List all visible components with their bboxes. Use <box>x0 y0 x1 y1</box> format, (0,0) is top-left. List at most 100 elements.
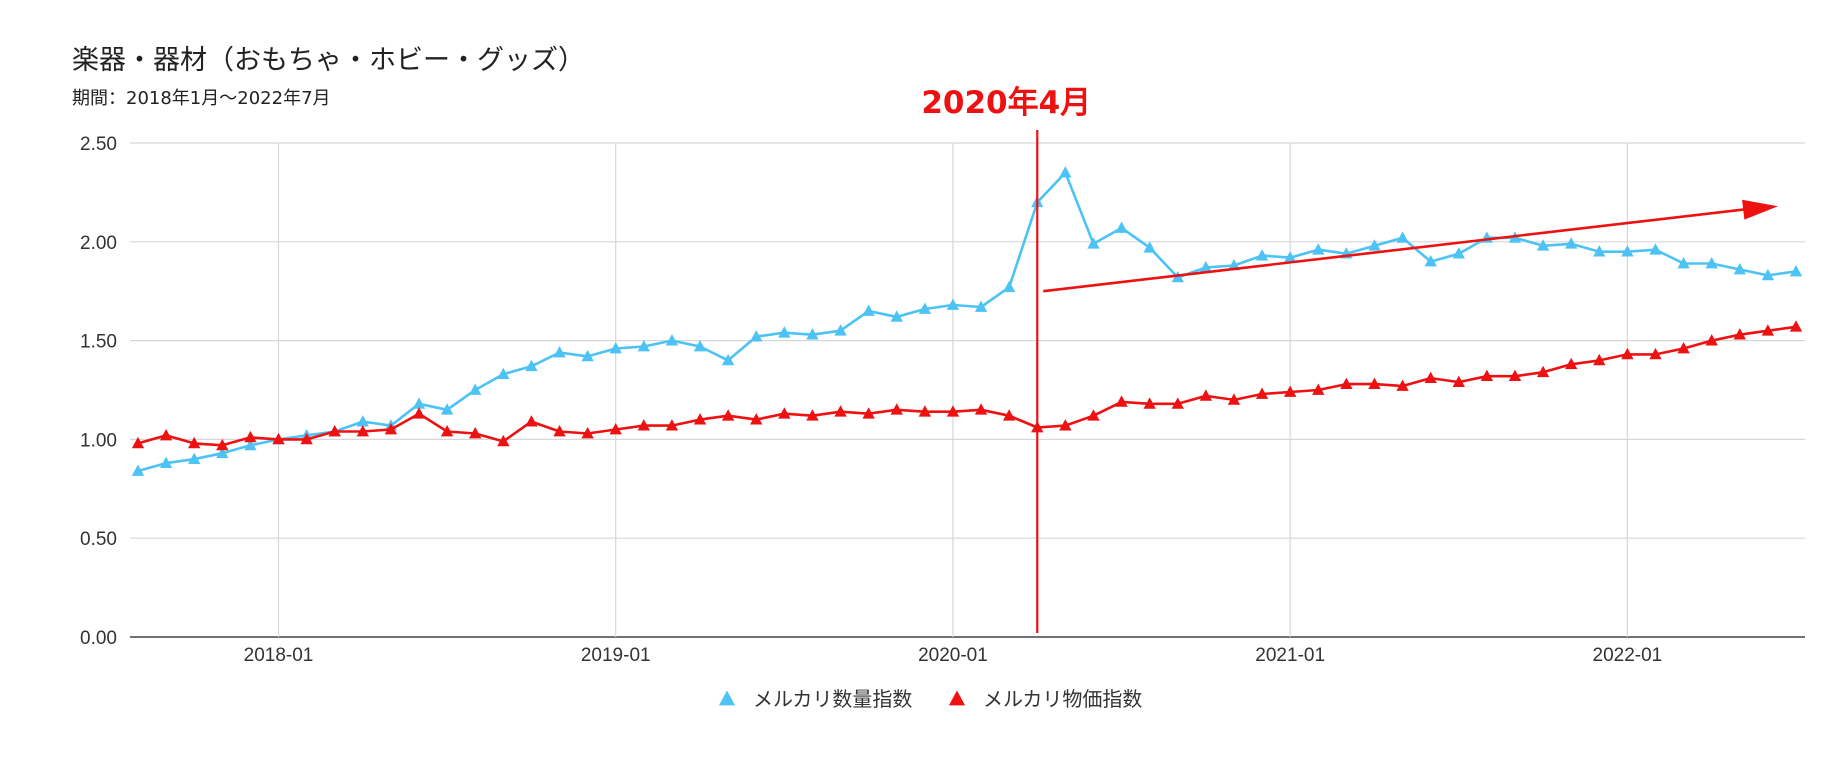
data-point <box>1536 365 1550 378</box>
data-point <box>665 419 679 431</box>
data-point <box>1480 369 1494 382</box>
legend-label: メルカリ物価指数 <box>983 687 1142 711</box>
data-point <box>974 403 988 415</box>
y-tick-label: 2.50 <box>80 134 117 155</box>
data-point <box>1789 320 1803 332</box>
data-point <box>890 310 903 322</box>
data-point <box>834 405 847 417</box>
data-point <box>440 403 454 415</box>
x-tick-label: 2018-01 <box>244 645 314 666</box>
data-point <box>1283 385 1297 397</box>
legend-label: メルカリ数量指数 <box>753 687 912 711</box>
data-point <box>1199 260 1213 273</box>
data-point <box>1565 357 1578 370</box>
chart-subtitle: 期間：2018年1月〜2022年7月 <box>72 88 331 109</box>
data-point <box>1424 371 1437 384</box>
data-point <box>1396 379 1409 391</box>
chart-title: 楽器・器材（おもちゃ・ホビー・グッズ） <box>72 45 585 76</box>
legend-item-quantity[interactable]: メルカリ数量指数 <box>718 687 912 711</box>
data-point <box>412 397 426 409</box>
x-axis: 2018-01 2019-01 2020-01 2021-01 2022-01 <box>244 645 1663 666</box>
data-point <box>244 430 257 443</box>
data-point <box>188 436 201 449</box>
series-group <box>131 166 1803 476</box>
data-point <box>946 298 960 310</box>
data-point <box>1396 231 1409 243</box>
data-point <box>609 423 622 435</box>
event-label: 2020年4月 <box>921 85 1091 121</box>
data-point <box>1649 347 1662 360</box>
data-point <box>1621 347 1634 360</box>
data-point <box>974 300 988 312</box>
data-point <box>1452 247 1465 259</box>
data-point <box>216 446 229 459</box>
data-point <box>328 424 341 437</box>
data-point <box>862 407 875 419</box>
x-tick-label: 2019-01 <box>581 645 651 666</box>
legend-item-price[interactable]: メルカリ物価指数 <box>948 687 1142 711</box>
data-point <box>553 345 566 358</box>
y-tick-label: 0.50 <box>80 529 117 550</box>
data-point <box>1255 387 1269 399</box>
data-point <box>1143 397 1156 409</box>
y-tick-label: 1.50 <box>80 332 117 353</box>
legend-marker-icon <box>948 690 966 706</box>
data-point <box>497 434 510 447</box>
data-point <box>750 413 763 425</box>
data-point <box>412 407 426 419</box>
data-point <box>721 353 735 366</box>
data-point <box>778 326 791 338</box>
data-point <box>1199 389 1213 401</box>
data-point <box>693 340 707 352</box>
data-point <box>1565 237 1578 249</box>
trend-arrow-line <box>1043 205 1770 293</box>
data-point <box>1002 280 1016 293</box>
data-point <box>356 415 369 427</box>
data-point <box>131 464 145 476</box>
x-tick-label: 2022-01 <box>1593 645 1663 666</box>
series-line <box>137 171 1797 473</box>
data-point <box>581 426 594 439</box>
data-point <box>862 304 875 316</box>
data-point <box>609 342 622 354</box>
trend-arrow-head <box>1742 199 1778 220</box>
data-point <box>244 438 257 451</box>
data-point <box>1733 262 1746 275</box>
data-point <box>1312 243 1325 255</box>
data-point <box>1227 393 1241 405</box>
data-point <box>806 328 819 340</box>
data-point <box>1789 264 1803 277</box>
data-point <box>188 452 201 465</box>
y-tick-label: 1.00 <box>80 430 117 451</box>
data-point <box>1452 375 1465 387</box>
data-point <box>693 413 707 425</box>
legend[interactable]: メルカリ数量指数 メルカリ物価指数 <box>718 687 1142 711</box>
data-point <box>1733 328 1746 340</box>
data-point <box>1312 383 1325 395</box>
data-point <box>1677 342 1690 354</box>
data-point <box>637 340 651 352</box>
data-point <box>525 415 538 427</box>
data-point <box>300 432 313 445</box>
y-tick-label: 0.00 <box>80 628 117 649</box>
data-point <box>637 419 651 431</box>
data-point <box>1621 245 1634 257</box>
data-point <box>1368 239 1381 251</box>
x-tick-label: 2020-01 <box>918 645 988 666</box>
series-price <box>131 320 1803 451</box>
data-point <box>1255 249 1269 261</box>
data-point <box>1002 409 1016 421</box>
data-point <box>131 436 145 449</box>
data-point <box>1705 257 1718 269</box>
data-point <box>1143 241 1156 253</box>
data-point <box>1059 419 1072 431</box>
data-point <box>469 426 482 439</box>
data-point <box>1536 239 1550 251</box>
data-point <box>1424 255 1437 267</box>
data-point <box>1171 397 1184 409</box>
grid-lines <box>130 142 1805 638</box>
data-point <box>1087 409 1100 421</box>
data-point <box>918 302 932 314</box>
data-point <box>890 403 903 415</box>
